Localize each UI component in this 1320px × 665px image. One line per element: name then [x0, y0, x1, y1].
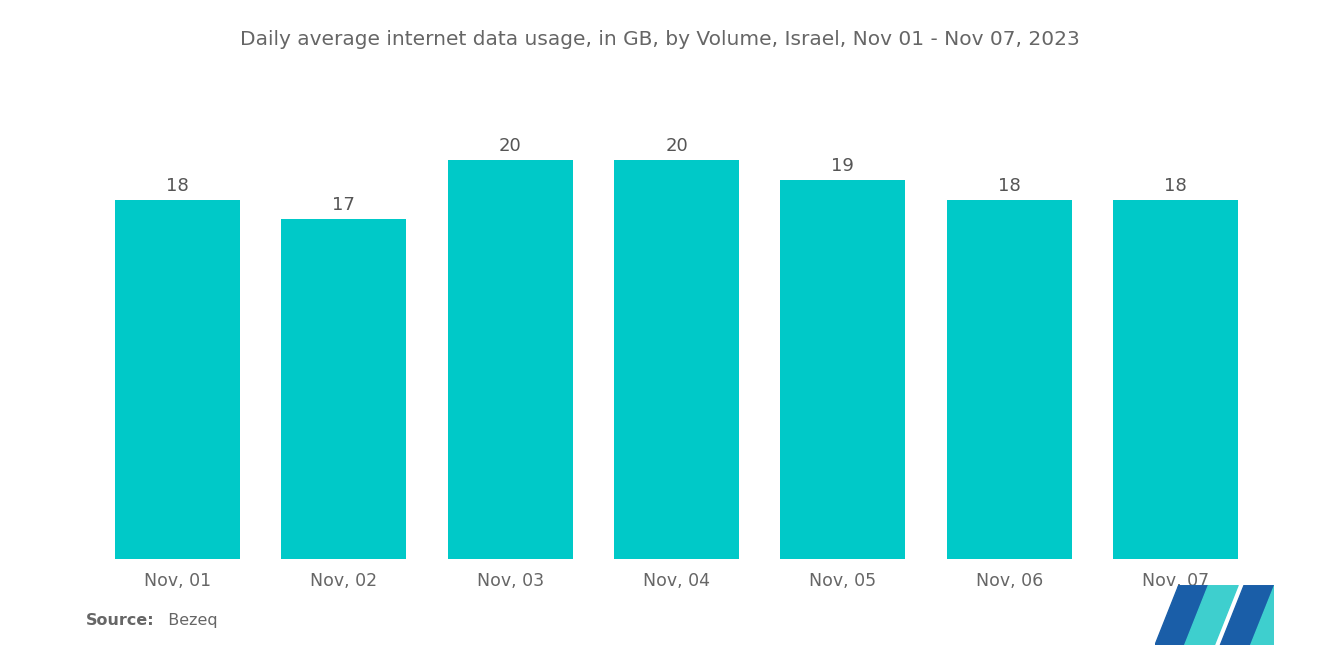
Bar	[780, 180, 906, 559]
Text: Bezeq: Bezeq	[158, 613, 218, 628]
Text: 18: 18	[1164, 176, 1187, 194]
Bar	[447, 160, 573, 559]
Text: Source:: Source:	[86, 613, 154, 628]
Polygon shape	[1155, 585, 1209, 645]
Text: 19: 19	[832, 156, 854, 174]
Text: 17: 17	[333, 196, 355, 214]
Polygon shape	[1185, 585, 1238, 645]
Text: 18: 18	[166, 176, 189, 194]
Polygon shape	[1250, 585, 1274, 645]
Polygon shape	[1220, 585, 1274, 645]
Bar	[281, 219, 407, 559]
Bar	[115, 200, 240, 559]
Bar	[614, 160, 739, 559]
Bar	[946, 200, 1072, 559]
Bar	[1113, 200, 1238, 559]
Text: 18: 18	[998, 176, 1020, 194]
Text: 20: 20	[499, 136, 521, 154]
Text: 20: 20	[665, 136, 688, 154]
Text: Daily average internet data usage, in GB, by Volume, Israel, Nov 01 - Nov 07, 20: Daily average internet data usage, in GB…	[240, 30, 1080, 49]
